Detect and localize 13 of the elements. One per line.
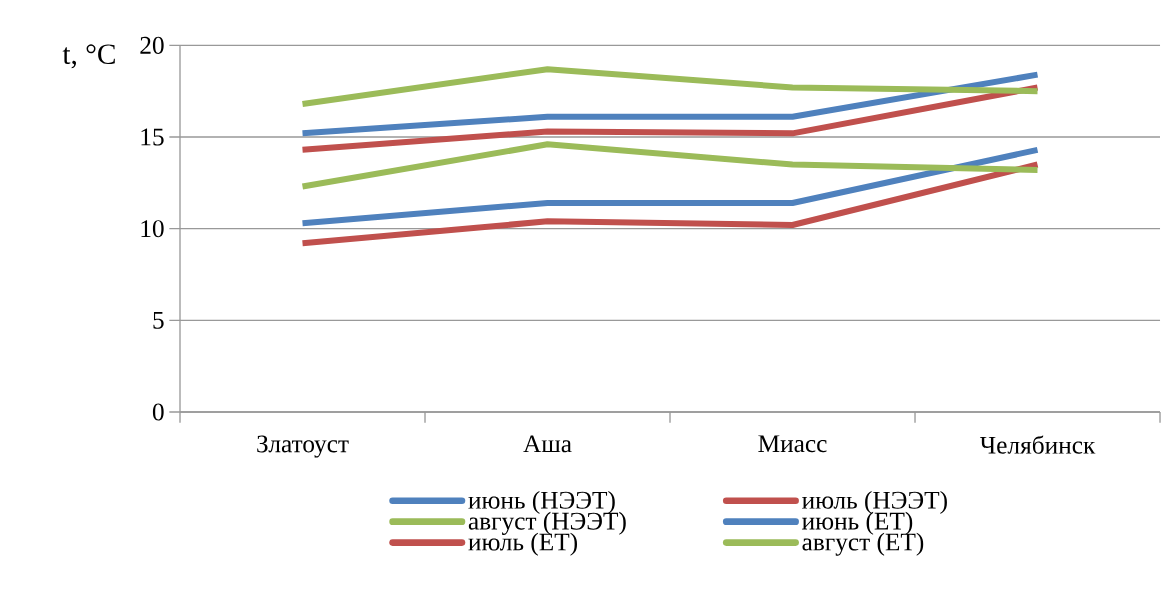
y-tick-label: 20 [140,36,164,54]
y-tick-label: 15 [141,128,164,146]
legend-label: июль (НЭЭТ) [802,490,947,514]
legend-label: июнь (ЕТ) [802,511,913,535]
x-tick-label: Златоуст [257,435,349,458]
x-tick-label: Аша [523,435,572,453]
y-tick-label: 5 [153,311,164,329]
x-tick-label: Миасс [758,435,827,453]
legend-label: июнь (НЭЭТ) [468,490,615,514]
y-tick-label: 10 [141,220,164,238]
y-tick-label: 0 [152,403,164,421]
x-tick-label: Челябинск [979,435,1096,454]
y-axis-title: t, °C [62,44,115,69]
